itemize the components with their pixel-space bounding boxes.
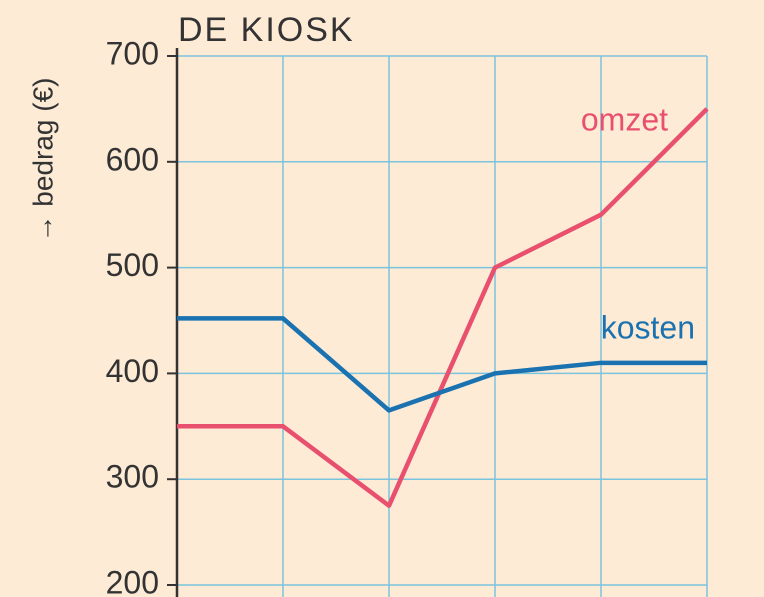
y-tick-label: 400 <box>106 353 159 389</box>
y-tick-label: 700 <box>106 35 159 71</box>
y-axis-label: → bedrag (€) <box>27 78 58 243</box>
series-line <box>177 107 709 508</box>
chart-title: DE KIOSK <box>178 11 355 49</box>
y-tick-label: 500 <box>106 247 159 283</box>
y-tick-label: 300 <box>106 459 159 495</box>
series-label: kosten <box>601 309 695 345</box>
series-line <box>177 316 707 413</box>
series-label: omzet <box>581 101 668 137</box>
y-tick-label: 600 <box>106 141 159 177</box>
y-tick-label: 200 <box>106 564 159 597</box>
